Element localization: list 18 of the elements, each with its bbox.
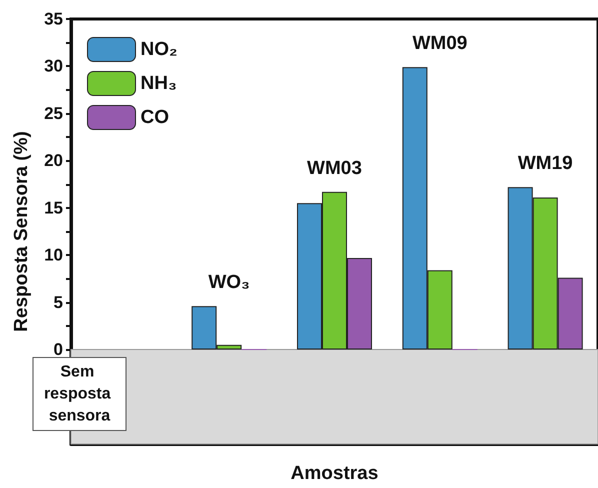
y-tick-label: 5 xyxy=(54,292,63,312)
legend-label: NH₃ xyxy=(140,73,177,94)
y-tick-label: 15 xyxy=(44,198,63,218)
x-tick-label: WM03 xyxy=(307,158,362,179)
band-label: Sem resposta sensora xyxy=(44,364,116,425)
x-tick-label: WO₃ xyxy=(208,272,250,294)
x-tick-label: WM09 xyxy=(412,33,468,54)
y-tick-label: 25 xyxy=(44,104,63,123)
legend-label: CO xyxy=(140,107,169,128)
y-tick-label: 30 xyxy=(44,56,63,76)
x-axis-title: Amostras xyxy=(290,463,378,484)
y-tick-label: 0 xyxy=(54,340,63,360)
y-tick-label: 20 xyxy=(44,151,63,170)
y-tick-label: 35 xyxy=(44,10,63,28)
x-tick-label: WM19 xyxy=(518,153,573,174)
legend-label: NO₂ xyxy=(140,39,178,60)
y-tick-label: 10 xyxy=(44,246,63,265)
y-axis-title: Resposta Sensora (%) xyxy=(11,131,32,332)
